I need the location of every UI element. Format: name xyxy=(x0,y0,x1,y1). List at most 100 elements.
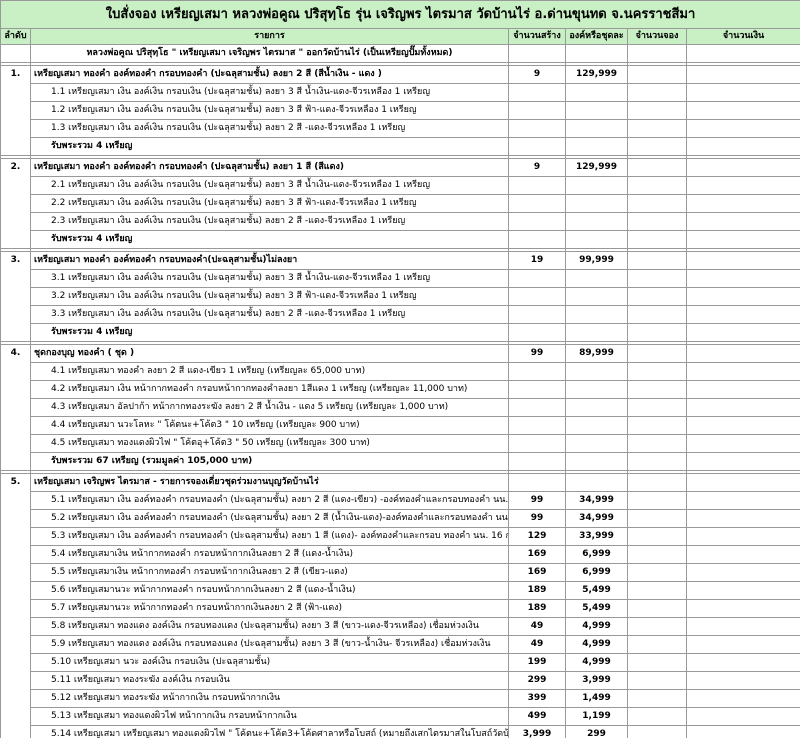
column-header: จำนวนจอง xyxy=(627,28,687,45)
item-row: 5.5 เหรียญเสมาเงิน หน้ากากทองคำ กรอบหน้า… xyxy=(1,563,800,582)
blank-cell xyxy=(685,323,800,342)
item-text: 5.1 เหรียญเสมา เงิน องค์ทองคำ กรอบทองคำ … xyxy=(30,491,509,510)
quantity: 189 xyxy=(508,581,566,600)
item-row: 5.14 เหรียญเสมา เหรียญเสมา ทองแดงผิวไฟ "… xyxy=(1,725,800,738)
quantity: 3,999 xyxy=(508,725,566,738)
item-row: 5.9 เหรียญเสมา ทองแดง องค์เงิน กรอบทองแด… xyxy=(1,635,800,654)
amount-cell xyxy=(685,491,800,510)
item-text: 2.2 เหรียญเสมา เงิน องค์เงิน กรอบเงิน (ป… xyxy=(30,194,509,213)
column-header: ลำดับ xyxy=(0,28,31,45)
price xyxy=(565,176,628,195)
column-header: รายการ xyxy=(30,28,509,45)
item-row: 4.3 เหรียญเสมา อัลปาก้า หน้ากากทองระฆัง … xyxy=(1,398,800,417)
blank-cell xyxy=(508,137,566,156)
price: 1,499 xyxy=(565,689,628,708)
section-name: เหรียญเสมา ทองคำ องค์ทองคำ กรอบทองคำ(ปะฉ… xyxy=(30,251,509,270)
quantity xyxy=(508,212,566,231)
blank-cell xyxy=(627,323,687,342)
item-text: 3.3 เหรียญเสมา เงิน องค์เงิน กรอบเงิน (ป… xyxy=(30,305,509,324)
reserve-cell xyxy=(627,725,687,738)
item-row: 5.2 เหรียญเสมา เงิน องค์ทองคำ กรอบทองคำ … xyxy=(1,509,800,528)
quantity: 99 xyxy=(508,509,566,528)
quantity xyxy=(508,287,566,306)
blank-cell xyxy=(565,44,628,63)
item-row: 5.11 เหรียญเสมา ทองระฆัง องค์เงิน กรอบเง… xyxy=(1,671,800,690)
item-text: 5.12 เหรียญเสมา ทองระฆัง หน้ากากเงิน กรอ… xyxy=(30,689,509,708)
item-text: 4.4 เหรียญเสมา นวะโลหะ " โค้ตนะ+โค้ต3 " … xyxy=(30,416,509,435)
quantity: 299 xyxy=(508,671,566,690)
amount-cell xyxy=(685,344,800,363)
price xyxy=(565,434,628,453)
price xyxy=(565,473,628,492)
item-text: 5.5 เหรียญเสมาเงิน หน้ากากทองคำ กรอบหน้า… xyxy=(30,563,509,582)
price: 89,999 xyxy=(565,344,628,363)
item-text: 1.1 เหรียญเสมา เงิน องค์เงิน กรอบเงิน (ป… xyxy=(30,83,509,102)
quantity xyxy=(508,473,566,492)
section-number: 2. xyxy=(0,158,31,249)
blank-cell xyxy=(627,230,687,249)
total-row: รับพระรวม 4 เหรียญ xyxy=(1,323,800,342)
reserve-cell xyxy=(627,707,687,726)
section-number: 1. xyxy=(0,65,31,156)
reserve-cell xyxy=(627,434,687,453)
blank-cell xyxy=(685,137,800,156)
quantity xyxy=(508,269,566,288)
price: 99,999 xyxy=(565,251,628,270)
item-text: 3.2 เหรียญเสมา เงิน องค์เงิน กรอบเงิน (ป… xyxy=(30,287,509,306)
item-text: 3.1 เหรียญเสมา เงิน องค์เงิน กรอบเงิน (ป… xyxy=(30,269,509,288)
reserve-cell xyxy=(627,689,687,708)
quantity xyxy=(508,380,566,399)
item-text: 2.3 เหรียญเสมา เงิน องค์เงิน กรอบเงิน (ป… xyxy=(30,212,509,231)
section-number: 5. xyxy=(0,473,31,738)
column-header: องค์หรือชุดละ xyxy=(565,28,628,45)
amount-cell xyxy=(685,269,800,288)
quantity xyxy=(508,398,566,417)
quantity: 49 xyxy=(508,617,566,636)
amount-cell xyxy=(685,473,800,492)
reserve-cell xyxy=(627,545,687,564)
quantity xyxy=(508,119,566,138)
amount-cell xyxy=(685,101,800,120)
amount-cell xyxy=(685,251,800,270)
item-text: 4.5 เหรียญเสมา ทองแดงผิวไฟ " โค้ตอุ+โค้ต… xyxy=(30,434,509,453)
item-row: 3.3 เหรียญเสมา เงิน องค์เงิน กรอบเงิน (ป… xyxy=(1,305,800,324)
price: 6,999 xyxy=(565,563,628,582)
amount-cell xyxy=(685,599,800,618)
reserve-cell xyxy=(627,635,687,654)
price xyxy=(565,101,628,120)
price: 3,999 xyxy=(565,671,628,690)
reserve-cell xyxy=(627,617,687,636)
item-text: 4.2 เหรียญเสมา เงิน หน้ากากทองคำ กรอบหน้… xyxy=(30,380,509,399)
item-row: 4.2 เหรียญเสมา เงิน หน้ากากทองคำ กรอบหน้… xyxy=(1,380,800,399)
blank-cell xyxy=(627,452,687,471)
item-text: 5.4 เหรียญเสมาเงิน หน้ากากทองคำ กรอบหน้า… xyxy=(30,545,509,564)
reserve-cell xyxy=(627,398,687,417)
item-text: 2.1 เหรียญเสมา เงิน องค์เงิน กรอบเงิน (ป… xyxy=(30,176,509,195)
blank-cell xyxy=(508,452,566,471)
reserve-cell xyxy=(627,119,687,138)
price xyxy=(565,119,628,138)
reserve-cell xyxy=(627,491,687,510)
item-text: 5.10 เหรียญเสมา นวะ องค์เงิน กรอบเงิน (ป… xyxy=(30,653,509,672)
price: 33,999 xyxy=(565,527,628,546)
reserve-cell xyxy=(627,416,687,435)
column-header: จำนวนสร้าง xyxy=(508,28,566,45)
reserve-cell xyxy=(627,599,687,618)
amount-cell xyxy=(685,581,800,600)
reserve-cell xyxy=(627,581,687,600)
blank-cell xyxy=(685,230,800,249)
item-text: 5.7 เหรียญเสมานวะ หน้ากากทองคำ กรอบหน้าก… xyxy=(30,599,509,618)
title-row: ใบสั่งจอง เหรียญเสมา หลวงพ่อคูณ ปริสุทฺโ… xyxy=(0,0,800,29)
reserve-cell xyxy=(627,563,687,582)
section-name: เหรียญเสมา เจริญพร ไตรมาส - รายการจองเดี… xyxy=(30,473,509,492)
amount-cell xyxy=(685,671,800,690)
section-row: 3. เหรียญเสมา ทองคำ องค์ทองคำ กรอบทองคำ(ป… xyxy=(0,251,800,342)
amount-cell xyxy=(685,176,800,195)
reserve-cell xyxy=(627,305,687,324)
price: 34,999 xyxy=(565,491,628,510)
price xyxy=(565,212,628,231)
reserve-cell xyxy=(627,212,687,231)
section-total: รับพระรวม 4 เหรียญ xyxy=(30,230,509,249)
